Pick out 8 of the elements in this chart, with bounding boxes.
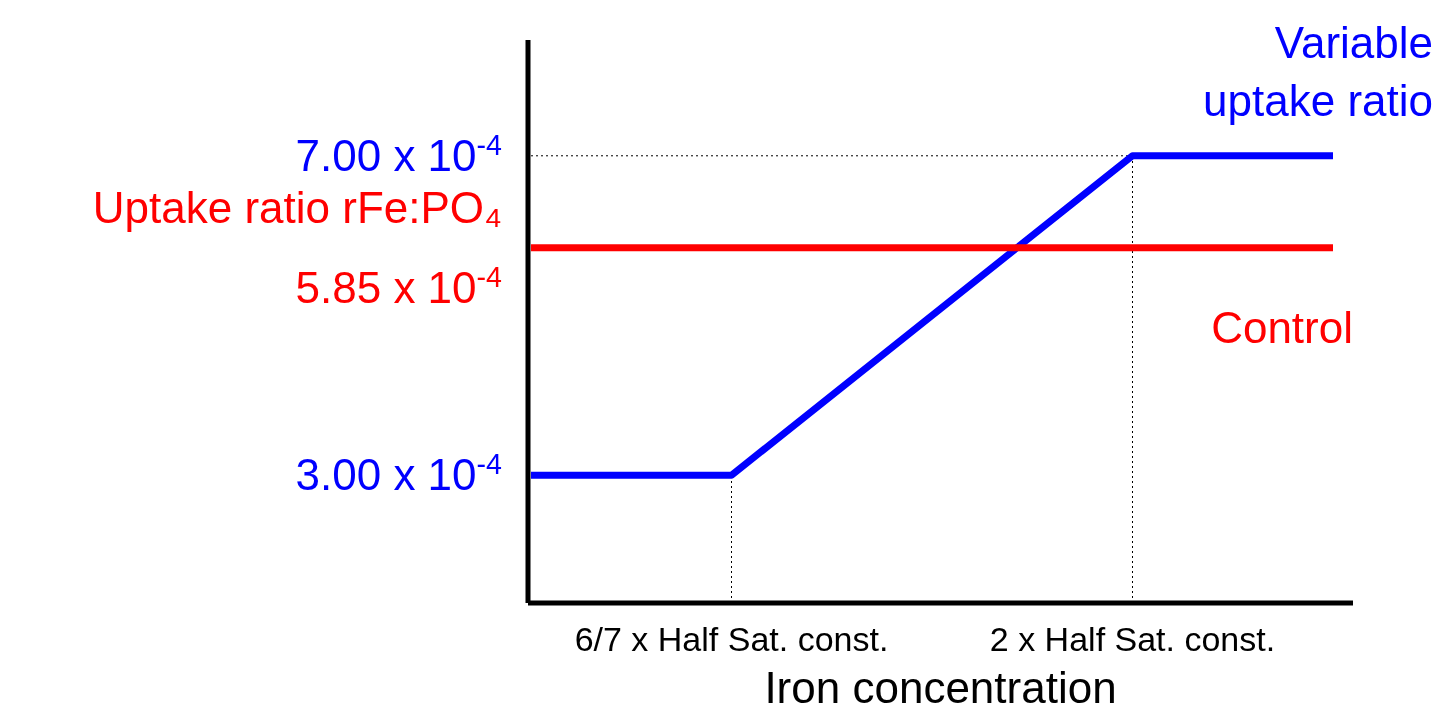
y-tick-label: 3.00 x 10$^{-4}$ [295,448,503,500]
series-label: Control [1211,302,1353,352]
series-label: Variable uptake ratio [1203,17,1433,125]
x-tick-label: 2 x Half Sat. const. [989,620,1276,658]
x-tick-label: 6/7 x Half Sat. const. [574,620,889,658]
y-tick-label: Uptake ratio rFe:PO₄ 5.85 x 10$^{-4}$ [92,182,503,312]
x-axis-title: Iron concentration [764,663,1117,712]
y-tick-label: 7.00 x 10$^{-4}$ [295,128,503,180]
